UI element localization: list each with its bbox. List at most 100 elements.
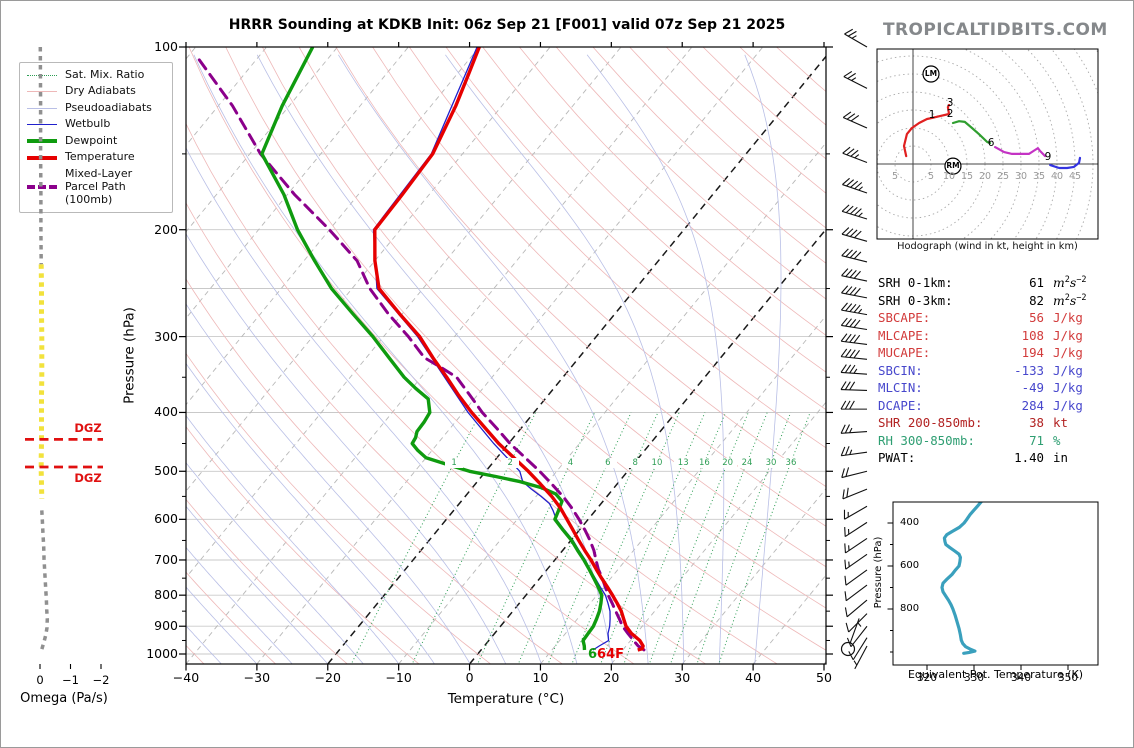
wind-barb-feather xyxy=(847,30,857,37)
pseudoadiabat-line xyxy=(186,233,507,664)
wind-barb-half-feather xyxy=(854,154,860,159)
surface-temp-dew-label: 664F xyxy=(588,647,624,662)
thetae-border xyxy=(892,501,1099,666)
pseudoadiabat-line xyxy=(186,505,329,664)
index-label: MLCIN: xyxy=(878,380,923,395)
wind-barb-feather xyxy=(844,591,847,601)
wind-barb-staff xyxy=(842,488,868,500)
index-row: MLCIN: -49 J/kg xyxy=(878,380,1111,398)
pseudoadiabat-line xyxy=(186,625,222,664)
index-row: SRH 0-3km: 82 m2s−2 xyxy=(878,293,1111,311)
wind-barb-feather xyxy=(842,111,852,118)
wind-barb-feather xyxy=(854,208,862,216)
isotherm-line xyxy=(186,47,480,406)
hodograph-panel xyxy=(876,48,1099,240)
wind-barb-feather xyxy=(845,467,850,477)
wind-barb-feather xyxy=(850,180,859,188)
wind-barb-feather xyxy=(846,148,855,156)
wind-barb-feather xyxy=(849,364,856,374)
mixing-ratio-label: 6 xyxy=(598,457,617,468)
dgz-label-top: DGZ xyxy=(74,421,102,435)
wind-barb-feather xyxy=(845,622,850,633)
wind-barb-feather xyxy=(853,319,861,328)
wind-barb-staff xyxy=(845,569,868,586)
thetae-x-tick-label: 340 xyxy=(1010,671,1032,684)
index-unit: J/kg xyxy=(1053,380,1083,395)
index-unit: J/kg xyxy=(1053,397,1083,413)
wind-barb-feather xyxy=(847,72,856,79)
thetae-p-tick-label: 600 xyxy=(900,560,920,571)
legend-label-dry: Dry Adiabats xyxy=(65,84,136,98)
hodograph-trace-segment xyxy=(951,120,992,145)
wind-barb-feather xyxy=(841,285,849,294)
mixing-ratio-label: 16 xyxy=(695,457,714,468)
dry-adiabat-line xyxy=(445,47,826,411)
wind-barb-feather xyxy=(841,204,850,212)
mixing-ratio-label: 20 xyxy=(718,457,737,468)
hodograph-trace-segment xyxy=(994,146,1047,158)
thetae-interior xyxy=(940,502,984,655)
pressure-tick-label: 800 xyxy=(154,587,178,603)
wind-barb-feather xyxy=(853,334,861,344)
wind-barb-half-feather xyxy=(857,308,863,314)
pressure-tick-label: 300 xyxy=(154,328,178,344)
temperature-tick-label: 0 xyxy=(465,669,474,685)
wind-barb-feather xyxy=(845,446,850,456)
wind-barb-feather xyxy=(841,468,845,478)
wind-barb-feather xyxy=(840,400,847,410)
wind-barb-feather xyxy=(842,146,851,154)
mixing-ratio-line xyxy=(623,412,727,664)
omega-axis-label: Omega (Pa/s) xyxy=(20,691,108,706)
wind-barb-feather xyxy=(846,113,856,120)
legend-item-parcel: Mixed-Layer Parcel Path (100mb) xyxy=(27,167,166,207)
page-title: HRRR Sounding at KDKB Init: 06z Sep 21 [… xyxy=(228,17,786,33)
wind-barb-feather xyxy=(849,381,856,391)
mixing-ratio-line xyxy=(600,412,706,664)
isotherm-line xyxy=(327,55,826,664)
surface-dewpoint-f: 6 xyxy=(588,647,598,662)
wind-barb-staff xyxy=(843,116,868,129)
legend-label-satmix: Sat. Mix. Ratio xyxy=(65,68,145,81)
wind-barb-feather xyxy=(844,424,851,434)
hodograph-height-label: 6 xyxy=(987,136,995,149)
hodograph-ring-label: 5 xyxy=(927,171,935,182)
hodograph-ring-label: 10 xyxy=(942,171,956,182)
index-row: MUCAPE: 194 J/kg xyxy=(878,345,1111,363)
temperature-tick-label: −20 xyxy=(314,669,341,685)
index-row: SBCIN: -133 J/kg xyxy=(878,363,1111,381)
parcel-path-curve xyxy=(197,58,646,652)
wind-barb-feather xyxy=(850,149,859,157)
storm-motion-label-lm: LM xyxy=(924,69,938,78)
hodograph-ring-label: 5 xyxy=(891,171,899,182)
wind-barb-feather xyxy=(848,651,854,660)
index-value: 61 xyxy=(1029,275,1044,291)
pseudoadiabat-line xyxy=(445,54,685,664)
wind-barb-staff xyxy=(841,430,868,434)
wind-barb-feather xyxy=(849,400,855,410)
dry-adiabat-line xyxy=(186,202,635,664)
index-value: -49 xyxy=(1021,380,1044,395)
wind-barb-feather xyxy=(845,318,852,327)
omega-panel xyxy=(25,46,103,669)
dry-adiabat-line xyxy=(186,426,420,664)
indices-panel: SRH 0-1km: 61 m2s−2 SRH 0-3km: 82 m2s−2 SBCAPE… xyxy=(878,275,1111,468)
mixing-ratio-label: 10 xyxy=(647,457,666,468)
omega-profile-dashes xyxy=(38,264,45,499)
isotherm-line xyxy=(398,142,826,664)
mixing-ratio-label: 30 xyxy=(762,457,781,468)
wind-barb-feather xyxy=(849,206,858,215)
wind-barb-half-feather xyxy=(858,186,863,191)
hodograph-height-label: 2 xyxy=(946,107,954,120)
skewt-profiles xyxy=(197,47,646,652)
hodograph-trace-segment xyxy=(1049,156,1082,170)
index-label: SRH 0-3km: xyxy=(878,292,953,308)
hodograph-ring-label: 35 xyxy=(1032,171,1046,182)
pseudoadiabat-line xyxy=(193,54,578,664)
mixing-ratio-label: 36 xyxy=(781,457,800,468)
isotherm-line xyxy=(186,47,551,492)
index-unit: J/kg xyxy=(1053,362,1083,378)
mixing-ratio-label: 1 xyxy=(445,457,464,468)
temperature-axis-label: Temperature (°C) xyxy=(447,691,565,707)
index-row: PWAT: 1.40 in xyxy=(878,450,1111,468)
